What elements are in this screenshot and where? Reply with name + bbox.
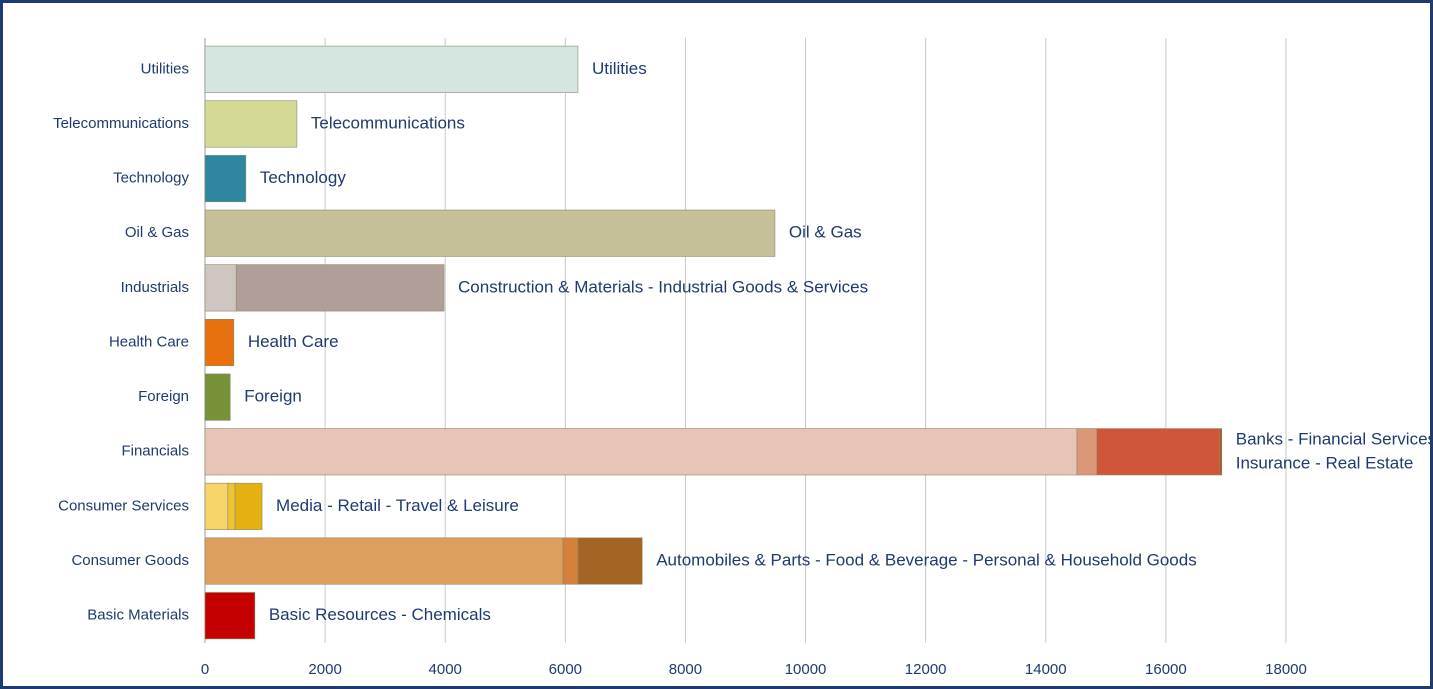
bar-annotation: Foreign <box>244 387 302 406</box>
x-tick-label: 4000 <box>429 661 462 678</box>
bar-annotation: Insurance - Real Estate <box>1236 453 1414 472</box>
y-tick-label: Industrials <box>121 279 189 296</box>
bar-segment <box>204 537 564 585</box>
y-tick-label: Oil & Gas <box>125 224 189 241</box>
y-tick-label: Consumer Goods <box>71 552 189 569</box>
x-tick-label: 18000 <box>1265 661 1307 678</box>
y-tick-label: Health Care <box>109 333 189 350</box>
y-tick-label: Telecommunications <box>53 115 189 132</box>
bar-segment <box>1096 428 1221 476</box>
bar-annotation: Construction & Materials - Industrial Go… <box>458 277 868 296</box>
bar-annotation: Basic Resources - Chemicals <box>269 605 491 624</box>
x-tick-label: 16000 <box>1145 661 1187 678</box>
x-tick-label: 2000 <box>308 661 341 678</box>
bar-segment <box>562 537 579 585</box>
bar-annotation: Media - Retail - Travel & Leisure <box>276 496 519 515</box>
bar-segment <box>227 482 236 530</box>
bar-segment <box>204 155 247 203</box>
y-tick-label: Basic Materials <box>87 607 189 624</box>
bar-segment <box>1076 428 1098 476</box>
x-tick-label: 10000 <box>785 661 827 678</box>
y-tick-label: Foreign <box>138 388 189 405</box>
bar-annotation: Banks - Financial Services <box>1236 429 1433 448</box>
x-tick-label: 14000 <box>1025 661 1067 678</box>
x-tick-label: 6000 <box>549 661 582 678</box>
bar-segment <box>204 318 235 367</box>
bar-annotation: Technology <box>260 168 347 187</box>
bar-segment <box>204 45 579 93</box>
bar-segment <box>204 482 229 530</box>
bar-segment <box>204 264 237 312</box>
x-tick-label: 8000 <box>669 661 702 678</box>
bar-segment <box>204 100 298 148</box>
y-tick-label: Utilities <box>141 60 189 77</box>
bar-annotation: Utilities <box>592 59 647 78</box>
bar-segment <box>1219 428 1223 476</box>
bar-segment <box>204 209 776 257</box>
bar-annotation: Health Care <box>248 332 339 351</box>
bar-segment <box>204 428 1078 476</box>
bar-segment <box>204 373 231 421</box>
y-tick-label: Technology <box>113 170 189 187</box>
x-tick-label: 12000 <box>905 661 947 678</box>
y-tick-label: Financials <box>121 443 189 460</box>
x-tick-label: 0 <box>201 661 209 678</box>
bar-segment <box>577 537 643 585</box>
bar-segment <box>204 592 256 640</box>
bar-annotation: Telecommunications <box>311 113 465 132</box>
bar-annotation: Automobiles & Parts - Food & Beverage - … <box>656 551 1197 570</box>
y-tick-label: Consumer Services <box>58 497 189 514</box>
bar-segment <box>235 264 445 312</box>
bar-segment <box>234 482 263 530</box>
bar-annotation: Oil & Gas <box>789 223 862 242</box>
